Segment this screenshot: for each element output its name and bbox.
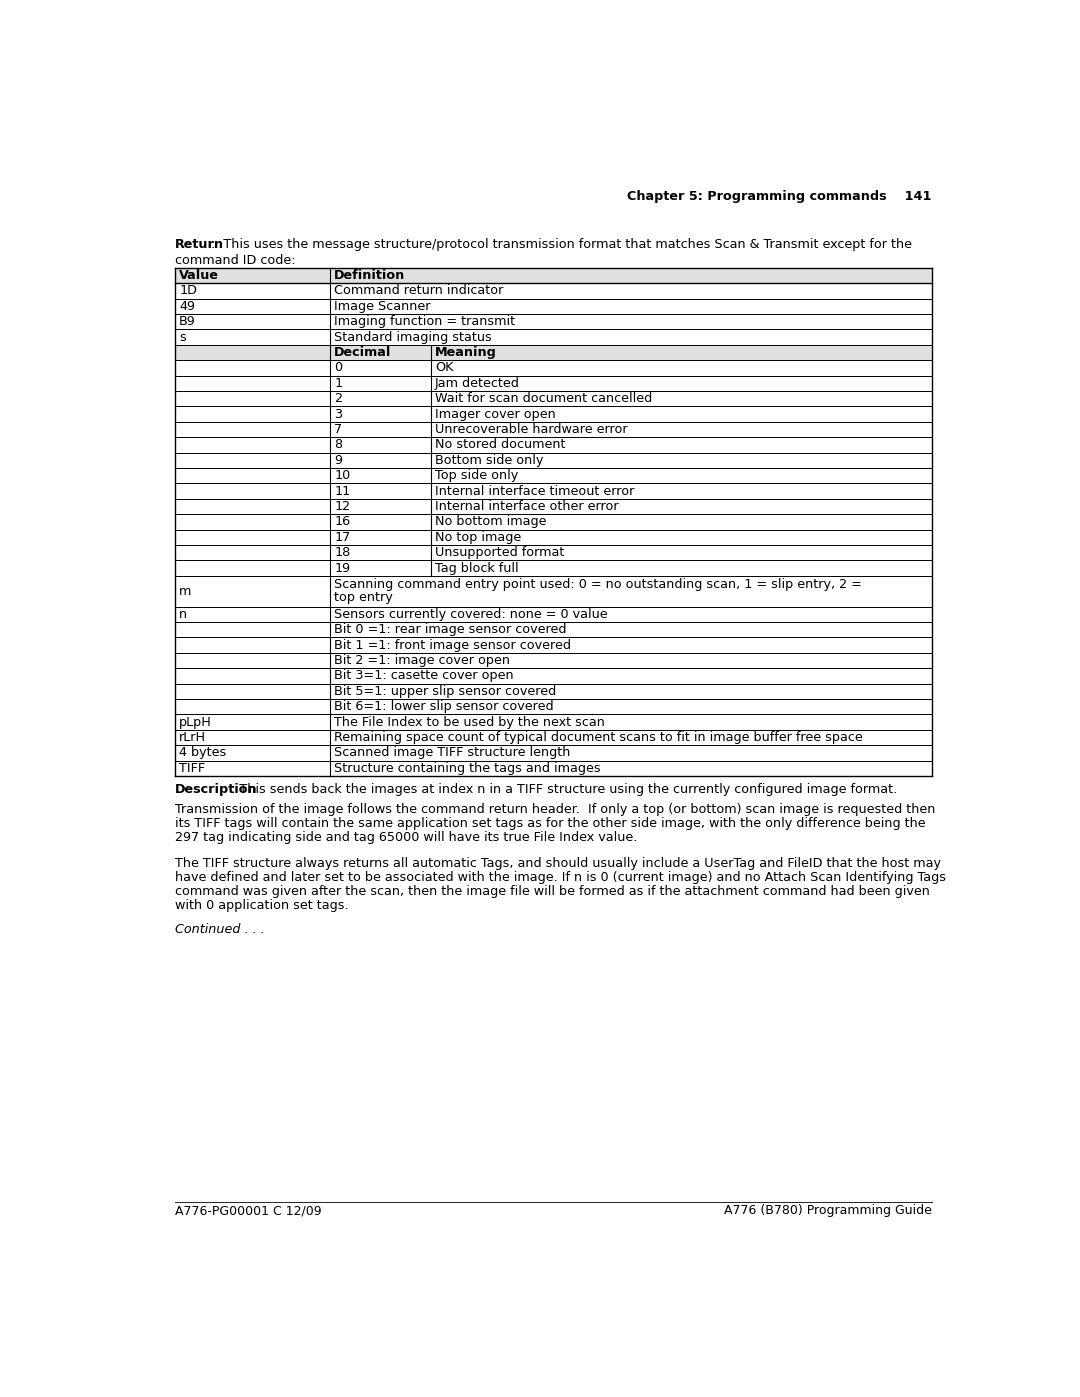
Text: : This sends back the images at index n in a TIFF structure using the currently : : This sends back the images at index n … [231,784,897,796]
Text: s: s [179,331,186,344]
Text: Bit 0 =1: rear image sensor covered: Bit 0 =1: rear image sensor covered [334,623,567,636]
Text: m: m [179,584,191,598]
Text: pLpH: pLpH [179,715,212,729]
Text: No bottom image: No bottom image [435,515,546,528]
Text: Command return indicator: Command return indicator [334,285,503,298]
Text: 3: 3 [334,408,342,420]
Text: Unsupported format: Unsupported format [435,546,564,559]
Text: Unrecoverable hardware error: Unrecoverable hardware error [435,423,627,436]
Text: The File Index to be used by the next scan: The File Index to be used by the next sc… [334,715,605,729]
Text: Chapter 5: Programming commands    141: Chapter 5: Programming commands 141 [627,190,932,204]
Text: 10: 10 [334,469,350,482]
Text: The TIFF structure always returns all automatic Tags, and should usually include: The TIFF structure always returns all au… [175,858,942,870]
Text: 297 tag indicating side and tag 65000 will have its true File Index value.: 297 tag indicating side and tag 65000 wi… [175,831,637,844]
Text: Bottom side only: Bottom side only [435,454,543,467]
Text: Bit 3=1: casette cover open: Bit 3=1: casette cover open [334,669,514,682]
Text: :  This uses the message structure/protocol transmission format that matches Sca: : This uses the message structure/protoc… [211,237,912,251]
Text: 8: 8 [334,439,342,451]
Text: rLrH: rLrH [179,731,206,745]
Text: 2: 2 [334,393,342,405]
Text: Description: Description [175,784,258,796]
Text: Transmission of the image follows the command return header.  If only a top (or : Transmission of the image follows the co… [175,803,935,816]
Text: 1D: 1D [179,285,198,298]
Text: Continued . . .: Continued . . . [175,923,265,936]
Text: B9: B9 [179,316,195,328]
Text: Top side only: Top side only [435,469,518,482]
Text: Sensors currently covered: none = 0 value: Sensors currently covered: none = 0 valu… [334,608,608,620]
Text: Imaging function = transmit: Imaging function = transmit [334,316,515,328]
Text: Decimal: Decimal [334,346,392,359]
Text: 16: 16 [334,515,350,528]
Text: its TIFF tags will contain the same application set tags as for the other side i: its TIFF tags will contain the same appl… [175,817,926,830]
Text: 11: 11 [334,485,350,497]
Bar [175,268,932,284]
Text: A776 (B780) Programming Guide: A776 (B780) Programming Guide [724,1204,932,1218]
Text: Meaning: Meaning [435,346,497,359]
Text: Tag block full: Tag block full [435,562,518,574]
Text: 0: 0 [334,362,342,374]
Text: with 0 application set tags.: with 0 application set tags. [175,898,349,912]
Text: 19: 19 [334,562,350,574]
Text: OK: OK [435,362,454,374]
Text: TIFF: TIFF [179,761,205,775]
Text: Bit 6=1: lower slip sensor covered: Bit 6=1: lower slip sensor covered [334,700,554,712]
Text: n: n [179,608,187,620]
Text: No stored document: No stored document [435,439,566,451]
Text: Return: Return [175,237,225,251]
Text: 1: 1 [334,377,342,390]
Text: Wait for scan document cancelled: Wait for scan document cancelled [435,393,652,405]
Text: Structure containing the tags and images: Structure containing the tags and images [334,761,600,775]
Text: Bit 1 =1: front image sensor covered: Bit 1 =1: front image sensor covered [334,638,571,651]
Text: top entry: top entry [334,591,393,605]
Text: Internal interface timeout error: Internal interface timeout error [435,485,634,497]
Text: Standard imaging status: Standard imaging status [334,331,491,344]
Text: 4 bytes: 4 bytes [179,746,227,760]
Text: Jam detected: Jam detected [435,377,519,390]
Text: Scanned image TIFF structure length: Scanned image TIFF structure length [334,746,570,760]
Text: Value: Value [179,270,219,282]
Text: command was given after the scan, then the image file will be formed as if the a: command was given after the scan, then t… [175,884,930,898]
Bar [175,345,932,360]
Text: 49: 49 [179,300,195,313]
Text: Definition: Definition [334,270,405,282]
Text: 9: 9 [334,454,342,467]
Text: Scanning command entry point used: 0 = no outstanding scan, 1 = slip entry, 2 =: Scanning command entry point used: 0 = n… [334,578,862,591]
Text: Image Scanner: Image Scanner [334,300,431,313]
Text: Imager cover open: Imager cover open [435,408,556,420]
Text: A776-PG00001 C 12/09: A776-PG00001 C 12/09 [175,1204,322,1218]
Text: Internal interface other error: Internal interface other error [435,500,619,513]
Text: 17: 17 [334,531,350,543]
Text: No top image: No top image [435,531,522,543]
Text: 18: 18 [334,546,350,559]
Text: Bit 5=1: upper slip sensor covered: Bit 5=1: upper slip sensor covered [334,685,556,697]
Text: have defined and later set to be associated with the image. If n is 0 (current i: have defined and later set to be associa… [175,872,946,884]
Text: 7: 7 [334,423,342,436]
Text: command ID code:: command ID code: [175,253,296,267]
Text: 12: 12 [334,500,350,513]
Text: Bit 2 =1: image cover open: Bit 2 =1: image cover open [334,654,510,666]
Text: Remaining space count of typical document scans to fit in image buffer free spac: Remaining space count of typical documen… [334,731,863,745]
